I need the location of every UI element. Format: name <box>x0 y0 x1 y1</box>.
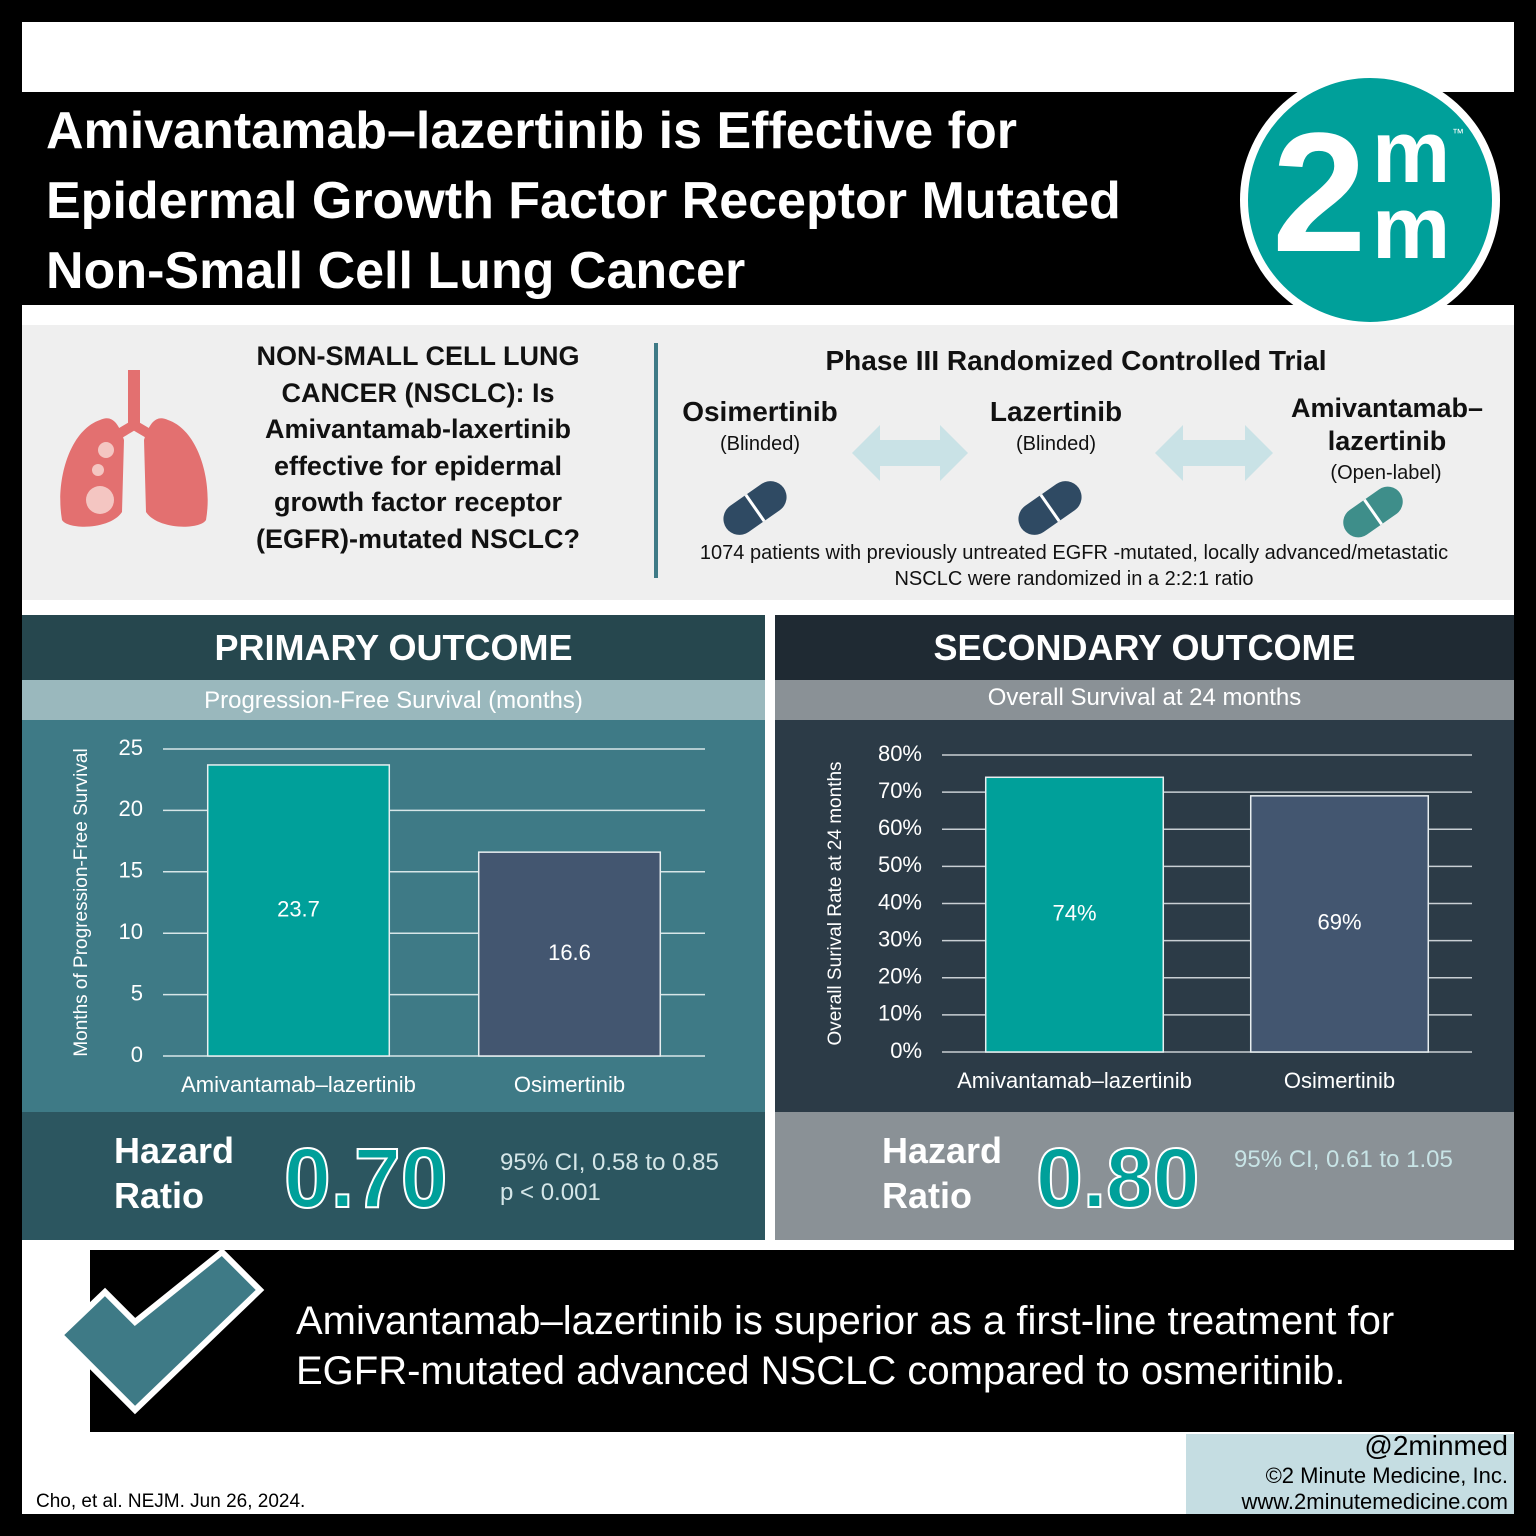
intro-band <box>22 325 1514 600</box>
y-tick-label: 15 <box>119 858 143 883</box>
credit: @2minmed <box>1364 1430 1508 1461</box>
citation: Cho, et al. NEJM. Jun 26, 2024. <box>36 1491 306 1512</box>
x-tick-label: Osimertinib <box>1284 1068 1395 1093</box>
pill <box>1018 481 1082 535</box>
trial-description: 1074 patients with previously untreated … <box>699 542 1449 590</box>
subtitle-band <box>22 680 765 720</box>
y-tick-label: 70% <box>878 778 922 803</box>
logo-letter: m <box>1372 102 1451 201</box>
conclusion-band <box>90 1250 1514 1432</box>
y-axis-label: Months of Progression-Free Survival <box>71 748 92 1056</box>
arm-name: Osimertinib <box>682 396 838 427</box>
y-tick-label: 30% <box>878 926 922 951</box>
hazard-band <box>22 1112 765 1240</box>
y-tick-label: 0 <box>131 1042 143 1067</box>
section-heading: SECONDARY OUTCOME <box>933 627 1356 668</box>
bar <box>1249 795 1430 1053</box>
value-label: 69% <box>1317 910 1361 935</box>
logo-number: 2 <box>1272 98 1367 288</box>
heading-band <box>775 615 1514 680</box>
credits-band <box>1186 1434 1514 1514</box>
y-tick-label: 40% <box>878 889 922 914</box>
arm-name: Lazertinib <box>989 396 1123 427</box>
hazard-value: 0.80 <box>1035 1130 1200 1226</box>
hazard-ci: 95% CI, 0.58 to 0.85 <box>500 1149 719 1176</box>
pill <box>723 481 787 535</box>
checkmark <box>55 1247 265 1415</box>
x-tick-label: Osimertinib <box>514 1072 625 1097</box>
y-tick-label: 80% <box>878 741 922 766</box>
hazard-ci: 95% CI, 0.61 to 1.05 <box>1234 1146 1453 1173</box>
arm-note: (Open-label) <box>1330 462 1442 484</box>
hazard-label: Hazard Ratio <box>114 1130 235 1216</box>
hazard-value: 0.70 <box>283 1130 448 1226</box>
arrows <box>852 425 1273 481</box>
lung-icon <box>60 370 208 527</box>
value-label: 23.7 <box>277 896 320 921</box>
bar <box>206 764 391 1057</box>
credit: ©2 Minute Medicine, Inc. <box>1265 1463 1508 1488</box>
y-tick-label: 0% <box>890 1038 922 1063</box>
bar <box>477 851 662 1057</box>
x-tick-label: Amivantamab–lazertinib <box>957 1068 1192 1093</box>
y-axis-label: Overall Surival Rate at 24 months <box>825 761 846 1045</box>
y-tick-label: 10 <box>119 919 143 944</box>
y-tick-label: 20 <box>119 796 143 821</box>
heading-band <box>22 615 765 680</box>
chart-subtitle: Overall Survival at 24 months <box>987 684 1302 711</box>
logo-mark: ™ <box>1452 126 1464 140</box>
y-tick-label: 60% <box>878 815 922 840</box>
subtitle-band <box>775 680 1514 720</box>
arm-note: (Blinded) <box>1015 433 1097 455</box>
title: Amivantamab–lazertinib is Effective for … <box>46 102 1121 300</box>
pill <box>1343 486 1403 538</box>
credit: www.2minutemedicine.com <box>1241 1489 1508 1514</box>
y-tick-label: 5 <box>131 980 143 1005</box>
hazard-band <box>775 1112 1514 1240</box>
logo-letter: m <box>1372 178 1451 277</box>
value-label: 74% <box>1052 900 1096 925</box>
chart-subtitle: Progression-Free Survival (months) <box>204 687 583 714</box>
value-label: 16.6 <box>548 940 591 965</box>
hazard-label: Hazard Ratio <box>882 1130 1003 1216</box>
question: NON-SMALL CELL LUNG CANCER (NSCLC): Is A… <box>256 341 580 554</box>
conclusion: Amivantamab–lazertinib is superior as a … <box>296 1299 1395 1393</box>
y-tick-label: 50% <box>878 852 922 877</box>
arm-note: (Blinded) <box>719 433 801 455</box>
y-tick-label: 25 <box>119 735 143 760</box>
x-tick-label: Amivantamab–lazertinib <box>181 1072 416 1097</box>
y-tick-label: 20% <box>878 964 922 989</box>
section-heading: PRIMARY OUTCOME <box>214 627 573 668</box>
trial-title: Phase III Randomized Controlled Trial <box>825 345 1327 376</box>
hazard-p: p < 0.001 <box>500 1179 601 1206</box>
arm-name: Amivantamab–lazertinib <box>1290 393 1484 456</box>
y-tick-label: 10% <box>878 1001 922 1026</box>
bar <box>984 776 1165 1053</box>
